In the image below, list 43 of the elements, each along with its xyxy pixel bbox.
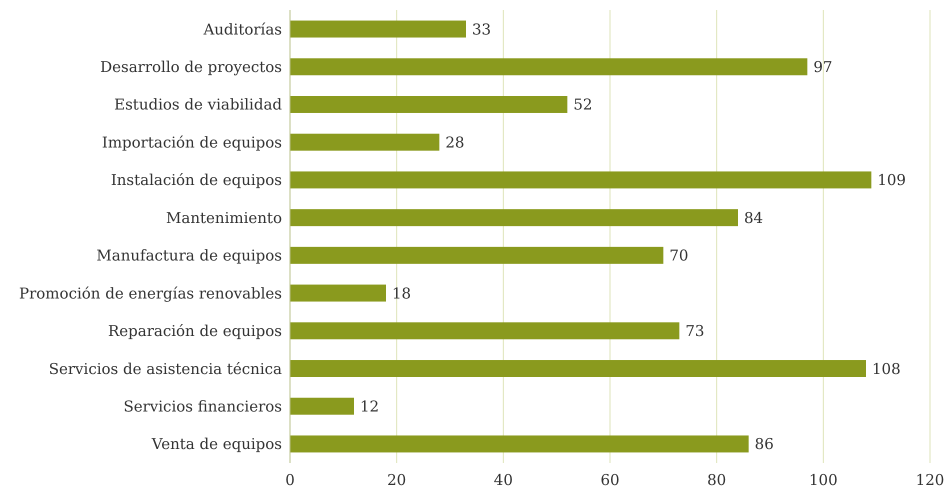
y-tick-label: Servicios financieros: [123, 397, 282, 416]
y-tick-label: Reparación de equipos: [108, 322, 282, 340]
x-tick-label: 100: [809, 471, 838, 489]
data-label: 18: [392, 284, 412, 302]
bar: [290, 96, 568, 113]
data-label: 28: [445, 133, 464, 152]
y-tick-label: Manufactura de equipos: [96, 246, 282, 265]
x-tick-label: 60: [600, 471, 620, 489]
y-tick-label: Servicios de asistencia técnica: [48, 360, 282, 378]
x-tick-label: 20: [387, 471, 406, 489]
y-tick-label: Importación de equipos: [102, 133, 282, 152]
data-label: 97: [813, 58, 832, 76]
y-tick-label: Mantenimiento: [166, 208, 282, 227]
data-label: 86: [754, 435, 774, 454]
bar: [290, 209, 738, 226]
bar: [290, 322, 680, 340]
data-label: 70: [669, 246, 688, 265]
data-label: 33: [472, 20, 492, 38]
y-tick-label: Promoción de energías renovables: [19, 284, 282, 302]
bar: [290, 360, 866, 377]
x-tick-label: 40: [494, 471, 513, 489]
x-tick-label: 80: [707, 471, 726, 489]
y-tick-label: Venta de equipos: [150, 435, 282, 454]
data-label: 12: [360, 397, 380, 416]
bar: [290, 284, 386, 302]
data-label: 109: [877, 171, 906, 190]
bar: [290, 435, 749, 452]
data-label: 73: [685, 322, 704, 340]
data-label: 84: [744, 208, 764, 227]
x-tick-label: 120: [916, 471, 944, 489]
y-tick-label: Desarrollo de proyectos: [100, 58, 282, 76]
y-tick-label: Estudios de viabilidad: [114, 96, 282, 114]
y-tick-label: Instalación de equipos: [110, 171, 282, 190]
bar: [290, 398, 354, 415]
bar: [290, 171, 872, 188]
data-label: 52: [573, 96, 592, 114]
bar: [290, 20, 466, 38]
y-tick-label: Auditorías: [202, 20, 282, 38]
bar: [290, 134, 440, 151]
bar: [290, 58, 808, 76]
data-label: 108: [872, 360, 901, 378]
x-tick-label: 0: [285, 471, 295, 489]
bar: [290, 246, 664, 264]
